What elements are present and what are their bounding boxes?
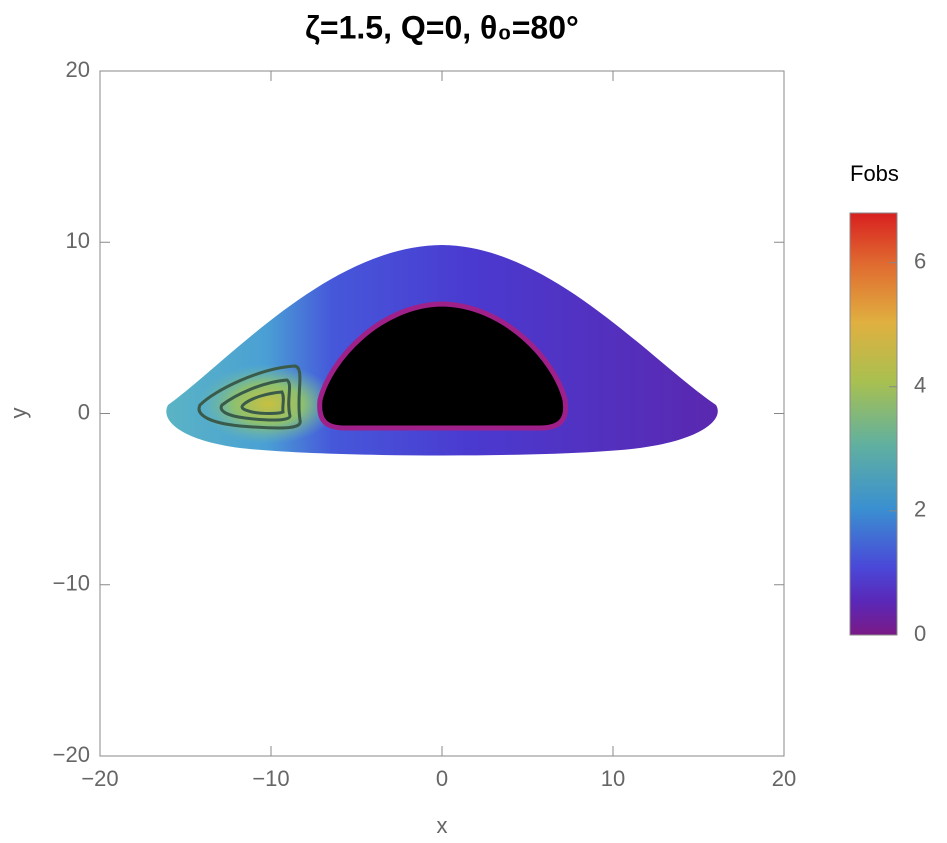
y-tick-label: −10 — [53, 571, 90, 596]
y-tick-label: −20 — [53, 742, 90, 767]
contours — [197, 364, 302, 430]
y-tick-label: 10 — [66, 228, 90, 253]
colorbar-tick-label: 2 — [914, 497, 926, 522]
colorbar-tick-label: 6 — [914, 248, 926, 273]
y-axis-label: y — [6, 408, 31, 419]
colorbar-tick-label: 4 — [914, 373, 926, 398]
x-tick-label: −10 — [252, 766, 289, 791]
x-tick-label: 10 — [601, 766, 625, 791]
y-tick-label: 20 — [66, 57, 90, 82]
colorbar — [849, 212, 898, 636]
chart-title: ζ=1.5, Q=0, θ₀=80° — [305, 9, 579, 45]
x-tick-label: 0 — [436, 766, 448, 791]
colorbar-title: Fobs — [850, 161, 899, 186]
x-axis-label: x — [437, 813, 448, 838]
x-tick-label: 20 — [772, 766, 796, 791]
colorbar-tick-label: 0 — [914, 621, 926, 646]
hot-spot — [198, 364, 338, 444]
shadow — [317, 301, 569, 431]
plot-image — [166, 245, 718, 456]
y-tick-label: 0 — [78, 399, 90, 424]
x-tick-label: −20 — [81, 766, 118, 791]
